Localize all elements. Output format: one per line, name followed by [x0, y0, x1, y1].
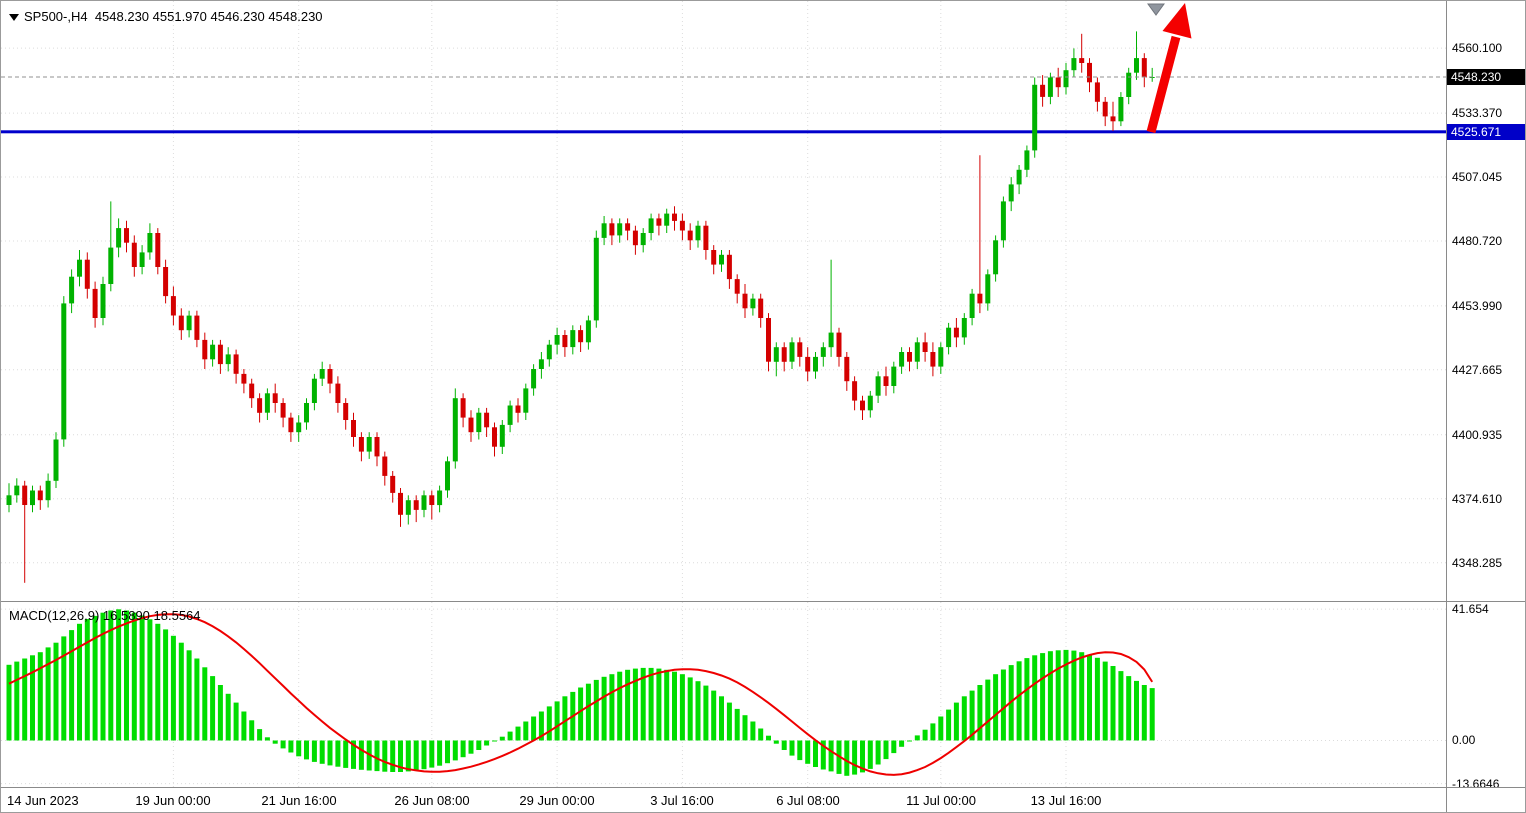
current-price-tag: 4548.230: [1447, 69, 1525, 85]
price-tick-label: 4400.935: [1452, 428, 1503, 442]
price-tick-label: 4533.370: [1452, 106, 1503, 120]
trend-arrow-shaft: [1146, 35, 1181, 134]
time-tick-label: 14 Jun 2023: [7, 793, 79, 808]
chart-menu-triangle-icon: [9, 14, 19, 21]
macd-tick-label: 0.00: [1452, 733, 1476, 747]
macd-histogram: [6, 609, 1155, 776]
time-tick-label: 26 Jun 08:00: [394, 793, 470, 808]
axis-separator-vertical: [1446, 1, 1447, 812]
macd-indicator-label: MACD(12,26,9) 16.5890 18.5564: [9, 608, 201, 623]
time-tick-label: 3 Jul 16:00: [650, 793, 714, 808]
macd-panel[interactable]: [1, 602, 1446, 787]
price-tick-label: 4348.285: [1452, 556, 1503, 570]
time-tick-label: 11 Jul 00:00: [906, 793, 976, 808]
symbol-ohlc-text: SP500-,H4 4548.230 4551.970 4546.230 454…: [24, 9, 323, 24]
time-tick-label: 13 Jul 16:00: [1030, 793, 1102, 808]
price-tick-label: 4560.100: [1452, 41, 1503, 55]
time-tick-label: 19 Jun 00:00: [135, 793, 211, 808]
support-line[interactable]: [1, 130, 1446, 134]
price-tick-label: 4453.990: [1452, 299, 1503, 313]
marker-triangle-icon: [1147, 3, 1165, 16]
trend-arrow-head: [1162, 3, 1192, 39]
price-chart[interactable]: [1, 1, 1446, 602]
price-tick-label: 4480.720: [1452, 234, 1503, 248]
panel-separator: [1, 601, 1525, 602]
time-axis-separator: [1, 787, 1525, 788]
price-tick-label: 4427.665: [1452, 363, 1503, 377]
macd-signal-line: [8, 613, 1154, 776]
macd-tick-label: -13.6646: [1452, 777, 1500, 791]
grid-layer: [1, 1, 1446, 601]
time-tick-label: 29 Jun 00:00: [519, 793, 595, 808]
macd-tick-label: 41.654: [1452, 602, 1489, 616]
price-tick-label: 4374.610: [1452, 492, 1503, 506]
hline-price-tag: 4525.671: [1447, 124, 1525, 140]
symbol-ohlc-header: SP500-,H4 4548.230 4551.970 4546.230 454…: [9, 9, 323, 24]
annotations-layer[interactable]: [1146, 3, 1192, 134]
price-tick-label: 4507.045: [1452, 170, 1503, 184]
time-tick-label: 21 Jun 16:00: [261, 793, 337, 808]
candles-layer: [6, 31, 1155, 583]
time-tick-label: 6 Jul 08:00: [776, 793, 840, 808]
